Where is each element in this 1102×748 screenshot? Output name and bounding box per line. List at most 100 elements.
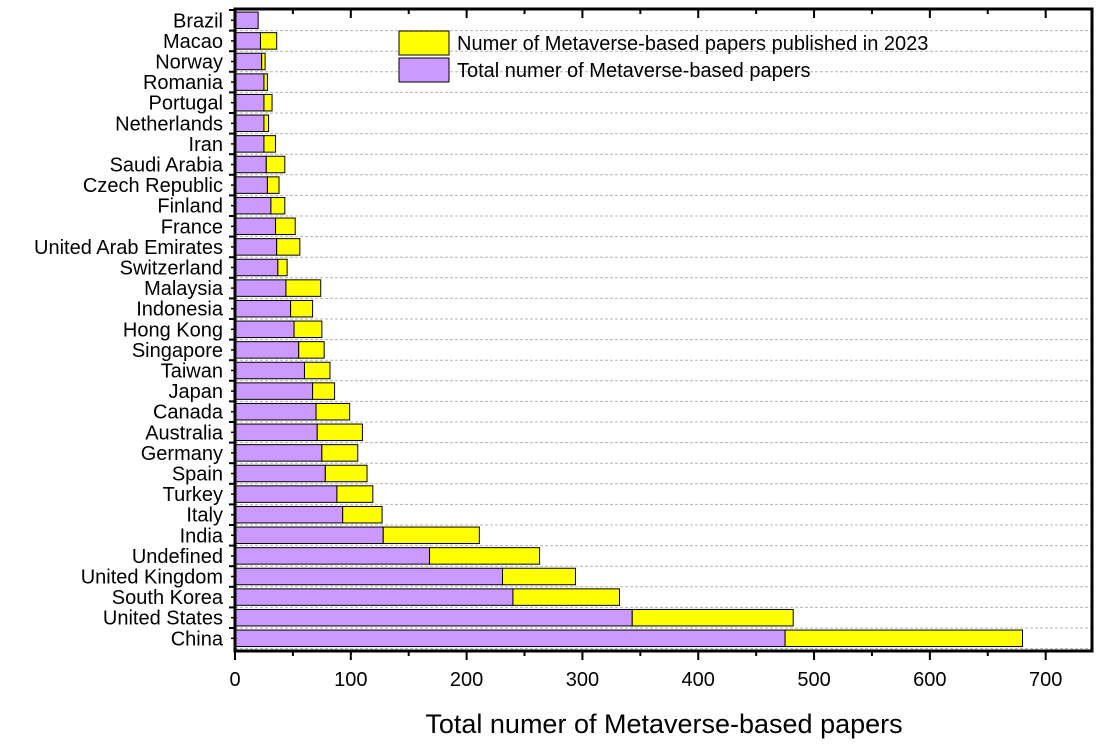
bar-2023	[270, 196, 286, 215]
category-label: Hong Kong	[123, 319, 223, 341]
bar-2023	[321, 444, 359, 462]
bar-2023	[277, 258, 288, 277]
x-axis-title: Total numer of Metaverse-based papers	[425, 709, 902, 739]
bar-total	[234, 567, 504, 586]
bar-2023	[315, 402, 351, 421]
category-label: Romania	[143, 72, 224, 94]
bar-2023	[298, 341, 325, 359]
bar-total	[234, 238, 278, 256]
bar-total	[234, 299, 292, 318]
x-tick-label: 200	[450, 669, 483, 691]
bar-2023	[303, 361, 331, 380]
x-tick-label: 100	[334, 669, 367, 691]
bar-total	[234, 588, 514, 606]
bar-total	[234, 11, 259, 30]
bar-total	[234, 52, 263, 71]
bar-total	[234, 217, 277, 236]
bar-2023	[631, 608, 794, 627]
legend-swatch	[398, 30, 450, 56]
category-label: Japan	[169, 381, 224, 403]
bar-total	[234, 155, 267, 174]
bar-2023	[261, 52, 266, 71]
bar-total	[234, 258, 279, 277]
category-label: Saudi Arabia	[110, 155, 224, 177]
category-label: Spain	[172, 464, 223, 486]
category-label: Undefined	[132, 546, 223, 568]
category-label: Portugal	[149, 93, 224, 115]
bars	[234, 11, 1024, 648]
bar-total	[234, 505, 344, 524]
bar-total	[234, 608, 633, 627]
category-label: Australia	[145, 422, 224, 444]
bar-total	[234, 73, 265, 91]
bar-2023	[382, 526, 480, 545]
bar-2023	[263, 93, 273, 112]
category-label: Macao	[163, 31, 223, 53]
bar-2023	[266, 176, 280, 194]
bar-total	[234, 93, 265, 112]
bar-total	[234, 526, 384, 545]
bar-2023	[342, 505, 383, 524]
x-tick-label: 500	[797, 669, 830, 691]
bar-total	[234, 320, 295, 339]
legend-label: Numer of Metaverse-based papers publishe…	[457, 33, 928, 55]
bar-2023	[290, 299, 314, 318]
grid-lines	[235, 30, 1092, 650]
bar-total	[234, 444, 323, 462]
category-label: Taiwan	[161, 361, 223, 383]
bar-2023	[312, 382, 336, 400]
bar-total	[234, 32, 261, 50]
legend-label: Total numer of Metaverse-based papers	[457, 60, 811, 82]
legend: Numer of Metaverse-based papers publishe…	[398, 30, 928, 83]
bar-total	[234, 629, 786, 648]
bar-total	[234, 382, 314, 400]
category-label: Canada	[153, 402, 224, 424]
category-label: France	[161, 216, 223, 238]
bar-2023	[324, 464, 368, 483]
category-labels: BrazilMacaoNorwayRomaniaPortugalNetherla…	[34, 10, 224, 650]
category-label: Indonesia	[136, 299, 224, 321]
category-label: Turkey	[163, 484, 223, 506]
bar-2023	[276, 238, 301, 256]
bar-2023	[429, 547, 541, 565]
category-label: United States	[103, 608, 223, 630]
bar-total	[234, 176, 268, 194]
x-tick-label: 600	[913, 669, 946, 691]
bar-2023	[265, 155, 286, 174]
bar-total	[234, 341, 300, 359]
x-tick-label: 700	[1029, 669, 1062, 691]
bar-total	[234, 402, 317, 421]
category-label: Brazil	[173, 10, 223, 32]
x-tick-label: 400	[682, 669, 715, 691]
axis-ticks: 0 100 200 300 400 500 600 700	[229, 9, 1062, 691]
category-label: South Korea	[112, 587, 224, 609]
bar-total	[234, 114, 265, 133]
x-tick-label: 300	[566, 669, 599, 691]
bar-2023	[259, 32, 278, 50]
category-label: Germany	[141, 443, 223, 465]
bar-2023	[263, 114, 270, 133]
bar-2023	[316, 423, 363, 442]
bar-total	[234, 135, 265, 153]
bar-2023	[263, 135, 277, 153]
bar-total	[234, 464, 326, 483]
category-label: Iran	[189, 134, 223, 156]
bar-2023	[502, 567, 576, 586]
category-label: Switzerland	[120, 258, 223, 280]
bar-2023	[336, 485, 374, 503]
bar-2023	[512, 588, 620, 606]
category-label: United Arab Emirates	[34, 237, 223, 259]
bar-total	[234, 485, 338, 503]
bar-2023	[275, 217, 296, 236]
bar-total	[234, 196, 272, 215]
x-tick-label: 0	[229, 669, 240, 691]
category-label: Czech Republic	[83, 175, 223, 197]
bar-total	[234, 423, 318, 442]
category-label: Netherlands	[115, 113, 223, 135]
category-label: China	[171, 628, 224, 650]
category-label: Malaysia	[144, 278, 224, 300]
category-label: Norway	[155, 52, 223, 74]
bar-total	[234, 547, 431, 565]
